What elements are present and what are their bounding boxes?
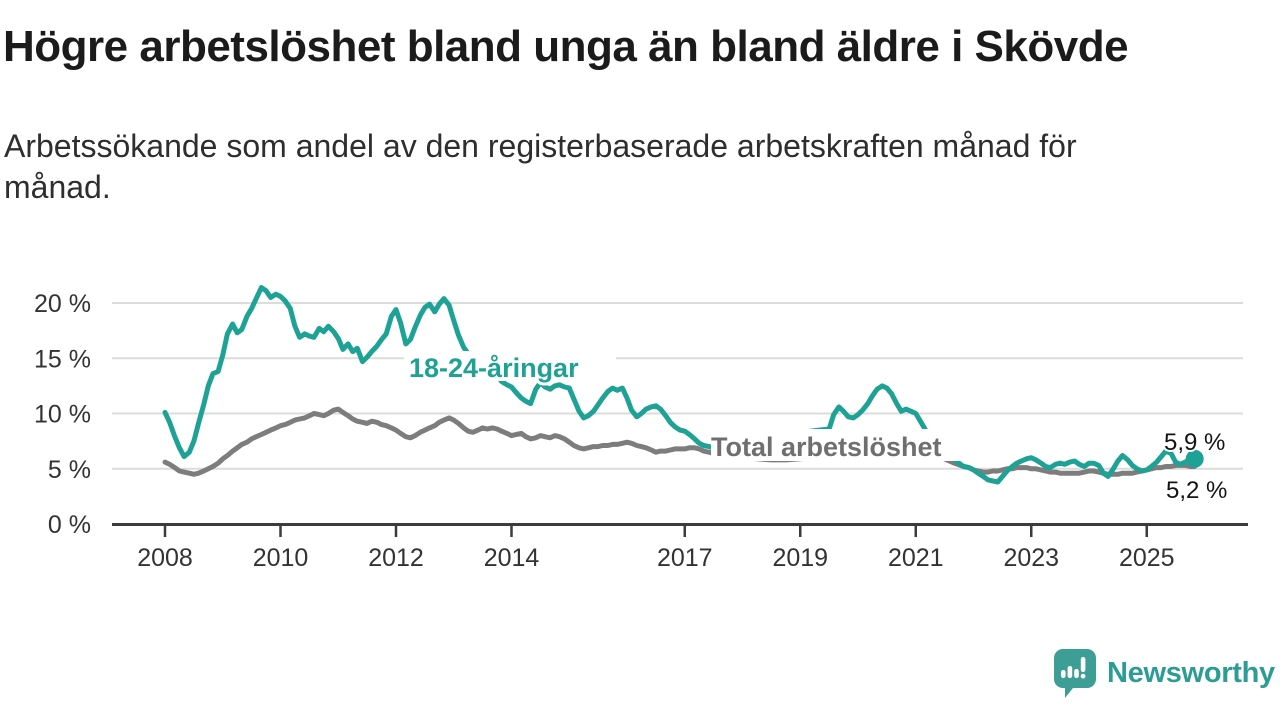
logo-exclamation-bar xyxy=(1080,657,1086,672)
x-axis-label-2012: 2012 xyxy=(368,544,424,572)
y-axis-label-5: 5 % xyxy=(48,456,91,484)
series-line-youth xyxy=(162,285,1198,485)
x-axis-label-2008: 2008 xyxy=(137,544,193,572)
logo-exclamation-dot xyxy=(1080,673,1086,679)
x-axis-label-2017: 2017 xyxy=(657,544,713,572)
x-axis-label-2021: 2021 xyxy=(888,544,944,572)
logo-bar-3 xyxy=(1074,669,1079,678)
end-dot-youth xyxy=(1185,449,1204,468)
y-axis-label-10: 10 % xyxy=(34,401,91,429)
y-axis-label-0: 0 % xyxy=(48,511,91,539)
x-axis-label-2010: 2010 xyxy=(253,544,309,572)
subtitle: Arbetssökande som andel av den registerb… xyxy=(4,128,1077,205)
y-axis-label-15: 15 % xyxy=(34,345,91,373)
newsworthy-brand-name: Newsworthy xyxy=(1107,656,1275,689)
logo-bar-1 xyxy=(1061,670,1066,678)
series-label-youth: 18-24-åringar xyxy=(409,353,579,383)
y-axis-label-20: 20 % xyxy=(34,290,91,318)
x-axis-label-2019: 2019 xyxy=(772,544,828,572)
newsworthy-logo: Newsworthy xyxy=(1053,648,1275,698)
series-line-total xyxy=(162,406,1198,477)
logo-bar-2 xyxy=(1067,666,1073,678)
end-value-label-youth: 5,9 % xyxy=(1164,429,1225,456)
x-axis-label-2014: 2014 xyxy=(484,544,540,572)
x-axis-label-2025: 2025 xyxy=(1119,544,1175,572)
end-value-label-total: 5,2 % xyxy=(1166,477,1227,504)
series-label-mask-youth xyxy=(404,351,616,381)
newsworthy-bubble-bar-chart-icon xyxy=(1054,649,1096,698)
x-axis-label-2023: 2023 xyxy=(1003,544,1059,572)
page-title: Högre arbetslöshet bland unga än bland ä… xyxy=(3,22,1129,71)
series-label-mask-total xyxy=(711,429,996,461)
series-label-total: Total arbetslöshet xyxy=(711,432,942,462)
